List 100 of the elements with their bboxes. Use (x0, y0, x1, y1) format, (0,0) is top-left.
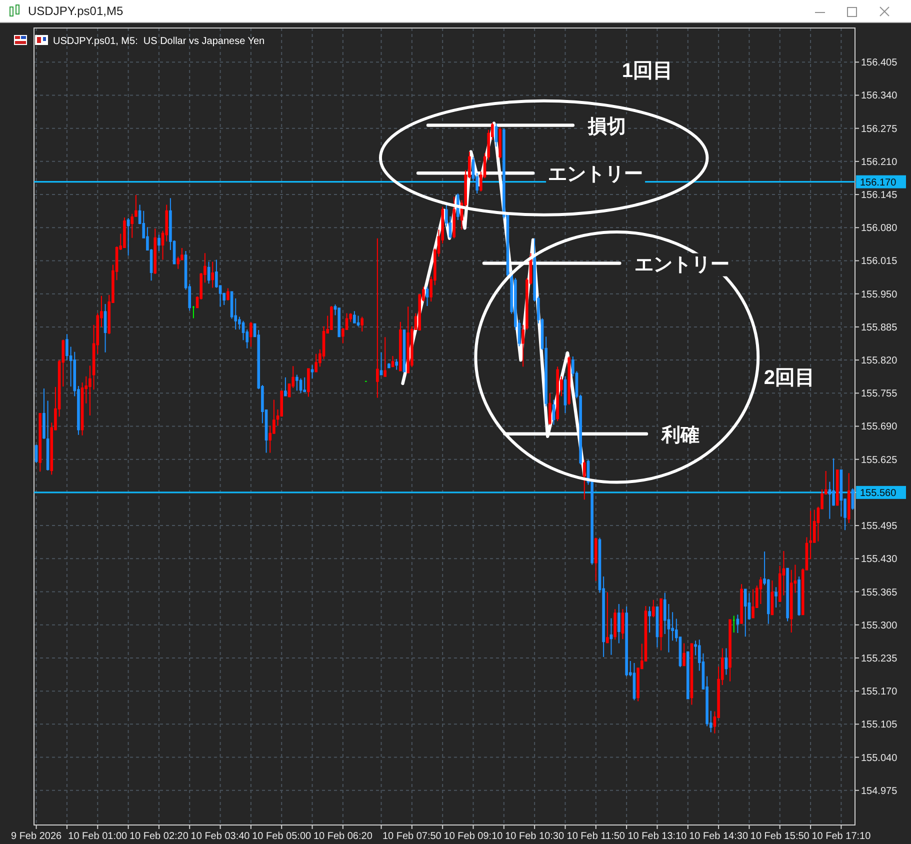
y-tick-label: 156.275 (861, 124, 898, 135)
candlestick (38, 413, 42, 472)
series-label: エントリー (632, 253, 732, 276)
x-tick-label: 10 Feb 17:10 (812, 831, 872, 842)
y-tick-label: 155.430 (861, 554, 898, 566)
y-tick-label: 155.170 (861, 686, 898, 698)
x-tick-label: 10 Feb 06:20 (313, 831, 373, 842)
y-tick-label: 156.340 (861, 90, 898, 102)
ref-line-label: 156.170 (860, 177, 897, 188)
x-tick-label: 10 Feb 15:50 (750, 831, 810, 842)
candlestick (226, 288, 230, 301)
y-tick-label: 155.365 (861, 587, 898, 598)
y-tick-label: 155.235 (861, 653, 898, 664)
y-tick-label: 155.105 (861, 720, 898, 731)
candlestick (724, 648, 728, 676)
candlestick (625, 606, 628, 677)
candlestick (384, 336, 386, 378)
candlestick (452, 196, 456, 239)
candlestick (798, 576, 800, 616)
y-tick-label: 155.690 (861, 422, 898, 433)
candlestick (740, 584, 743, 624)
y-tick-label: 154.975 (861, 786, 898, 797)
x-tick-label: 10 Feb 03:40 (190, 831, 250, 842)
x-tick-label: 10 Feb 05:00 (252, 831, 312, 842)
candlestick (556, 366, 559, 422)
y-tick-label: 155.495 (861, 521, 898, 532)
candlestick (314, 353, 318, 373)
annotation: 1回目 (622, 60, 673, 82)
candlestick (759, 576, 762, 604)
candlestick (847, 472, 850, 524)
annotation: 2回目 (764, 367, 816, 390)
x-tick-label: 10 Feb 02:20 (129, 831, 189, 842)
y-tick-label: 155.755 (861, 388, 898, 400)
candlestick (296, 374, 298, 392)
candlestick (744, 588, 747, 638)
candlestick (583, 459, 586, 500)
candlestick (406, 306, 410, 374)
x-tick-label: 10 Feb 10:30 (505, 831, 564, 842)
series-label: エントリー (546, 163, 646, 186)
y-tick-label: 156.405 (861, 58, 898, 69)
x-tick-label: 10 Feb 07:50 (382, 831, 442, 842)
candlestick (594, 537, 598, 582)
candlestick (104, 304, 107, 353)
candlestick (380, 352, 383, 376)
candlestick (154, 228, 157, 274)
y-tick-label: 156.210 (861, 156, 898, 168)
x-tick-label: 10 Feb 01:00 (68, 831, 128, 842)
candlestick (356, 315, 360, 327)
x-tick-label: 10 Feb 13:10 (628, 831, 688, 842)
candlestick (126, 217, 130, 256)
candlestick (686, 650, 690, 700)
candlestick (158, 234, 160, 252)
candlestick (250, 321, 252, 348)
y-tick-label: 156.080 (861, 223, 898, 234)
candlestick (652, 599, 655, 618)
candlestick (498, 126, 502, 159)
candlestick (399, 321, 402, 372)
candlestick (388, 362, 390, 369)
candlestick (648, 606, 651, 633)
candlestick (736, 614, 740, 634)
y-tick-label: 155.820 (861, 356, 898, 367)
y-tick-label: 155.885 (861, 322, 898, 334)
y-tick-label: 155.040 (861, 752, 898, 764)
candlestick (353, 310, 356, 324)
candlestick (330, 306, 333, 330)
candlestick (728, 618, 732, 682)
candlestick (732, 615, 736, 633)
x-tick-label: 10 Feb 14:30 (689, 831, 748, 842)
candlestick (307, 368, 310, 398)
series-label: 損切 (584, 114, 628, 138)
candlestick (774, 586, 778, 608)
candlestick (123, 216, 126, 248)
candlestick (786, 567, 789, 622)
candlestick (682, 642, 686, 667)
candlestick (614, 608, 616, 640)
y-tick-label: 155.300 (861, 620, 898, 632)
candlestick (310, 364, 314, 379)
candlestick (836, 469, 839, 506)
candlestick (426, 286, 429, 307)
y-tick-label: 155.950 (861, 289, 898, 300)
y-tick-label: 156.145 (861, 190, 898, 202)
candlestick (606, 592, 609, 644)
candlestick (809, 510, 812, 560)
candlestick (192, 306, 195, 319)
candlestick (790, 569, 793, 633)
candlestick (660, 598, 662, 651)
y-tick-label: 156.015 (861, 256, 898, 268)
series-label: 利確 (658, 422, 702, 447)
y-tick-label: 155.625 (861, 454, 898, 466)
candlestick (568, 356, 570, 406)
candlestick (752, 588, 754, 619)
x-tick-label: 9 Feb 2026 (10, 831, 62, 842)
ref-line-label: 155.560 (860, 488, 897, 499)
candlestick (338, 307, 340, 338)
candlestick (522, 324, 524, 368)
text: USDJPY.ps01, M5: US Dollar vs Japanese Yen (53, 36, 265, 47)
candlestick (395, 358, 398, 370)
candlestick (284, 376, 287, 397)
chart-title: USDJPY.ps01,M5 (28, 4, 124, 18)
candlestick (618, 603, 620, 644)
